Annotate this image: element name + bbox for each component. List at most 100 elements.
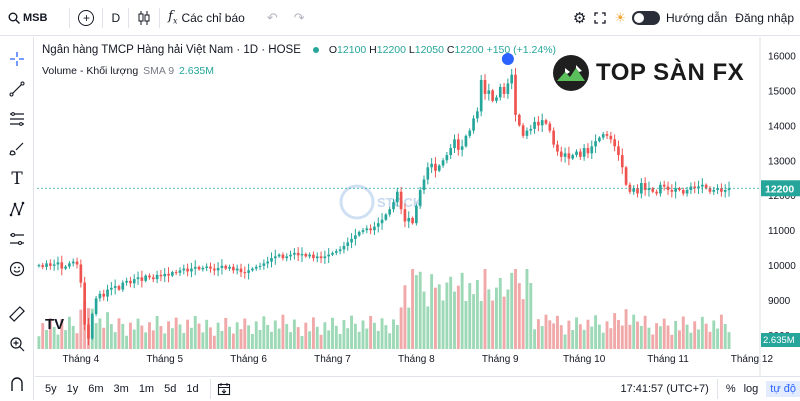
candle-body <box>110 287 113 290</box>
volume-bar <box>155 316 159 349</box>
chart-type-button[interactable] <box>129 0 159 36</box>
volume-bar <box>605 321 609 349</box>
range-3m[interactable]: 3m <box>113 382 129 395</box>
fib-tool[interactable] <box>7 109 27 129</box>
volume-bar <box>289 332 293 349</box>
volume-bar <box>639 325 643 349</box>
candle-body <box>289 254 292 257</box>
range-1d[interactable]: 1d <box>186 382 199 395</box>
volume-bar <box>395 325 399 349</box>
text-tool[interactable]: T <box>7 169 27 189</box>
volume-bar <box>273 320 277 349</box>
volume-bar <box>643 315 647 349</box>
clock-time: 17:41:57 (UTC+7) <box>620 383 709 395</box>
measure-tool[interactable] <box>7 304 27 324</box>
volume-bar <box>365 328 369 349</box>
brush-tool[interactable] <box>7 139 27 159</box>
range-6m[interactable]: 6m <box>88 382 104 395</box>
volume-bar <box>655 323 659 349</box>
candle-body <box>94 298 98 315</box>
indicators-button[interactable]: fx Các chỉ báo <box>160 0 253 36</box>
volume-bar <box>674 321 678 349</box>
volume-bar <box>270 331 273 349</box>
login-link[interactable]: Đăng nhập <box>735 11 794 25</box>
compare-button[interactable]: + <box>70 0 102 36</box>
undo-button[interactable]: ↶ <box>259 0 286 36</box>
candle-body <box>312 254 315 259</box>
candle-body <box>239 268 243 273</box>
y-tick-label: 9000 <box>768 296 791 307</box>
redo-button[interactable]: ↷ <box>286 0 313 36</box>
chart-area[interactable]: 8000900010000110001200013000140001500016… <box>35 37 800 377</box>
range-1m[interactable]: 1m <box>138 382 155 395</box>
prediction-tool[interactable] <box>7 229 27 249</box>
emoji-tool[interactable] <box>7 259 27 279</box>
volume-bar <box>445 282 449 349</box>
candle-body <box>704 184 708 189</box>
volume-bar <box>540 326 544 349</box>
candle-body <box>193 266 197 269</box>
candle-body <box>254 266 258 269</box>
range-5y[interactable]: 5y <box>45 382 57 395</box>
settings-icon[interactable]: ⚙ <box>572 10 587 27</box>
volume-bar <box>361 320 365 349</box>
symbol-search[interactable]: MSB <box>0 0 55 36</box>
candle-body <box>388 209 392 215</box>
volume-bar <box>189 327 193 349</box>
guide-link[interactable]: Hướng dẫn <box>666 11 728 25</box>
candle-body <box>674 188 677 192</box>
trendline-tool[interactable] <box>7 79 27 99</box>
candle-body <box>125 280 128 283</box>
candle-body <box>140 277 144 281</box>
candle-body <box>590 146 594 154</box>
volume-bar <box>323 322 327 349</box>
candle-body <box>41 265 45 267</box>
theme-toggle[interactable] <box>632 11 660 25</box>
zoom-tool[interactable] <box>7 334 27 354</box>
y-tick-label: 14000 <box>768 121 796 132</box>
percent-toggle[interactable]: % <box>725 383 736 395</box>
candle-body <box>132 279 136 284</box>
auto-scale-button[interactable]: tự độ <box>766 381 800 397</box>
symbol-full-name: Ngân hàng TMCP Hàng hải Việt Nam · 1D · … <box>42 44 301 56</box>
candle-body <box>613 139 616 147</box>
range-1y[interactable]: 1y <box>66 382 79 395</box>
candle-body <box>338 249 342 252</box>
calendar-range-icon[interactable] <box>217 382 231 396</box>
fullscreen-icon[interactable] <box>594 12 606 24</box>
volume-bar <box>228 326 231 349</box>
crosshair-icon <box>10 52 24 66</box>
candle-body <box>437 165 441 171</box>
volume-bar <box>697 329 700 349</box>
range-5d[interactable]: 5d <box>164 382 177 395</box>
candle-body <box>632 188 636 192</box>
volume-bar <box>186 319 190 349</box>
magnet-icon <box>11 377 23 391</box>
volume-bar <box>529 282 533 349</box>
volume-bar <box>64 330 68 349</box>
volume-bar <box>37 336 41 349</box>
candle-body <box>697 186 700 189</box>
volume-bar <box>597 324 601 349</box>
magnet-tool[interactable] <box>7 374 27 394</box>
volume-bar <box>277 328 281 349</box>
volume-bar <box>521 299 525 349</box>
x-month-label: Tháng 12 <box>731 354 774 365</box>
volume-bar <box>628 324 632 349</box>
candle-body <box>308 254 311 257</box>
crosshair-tool[interactable] <box>7 49 27 69</box>
interval-button[interactable]: D <box>103 0 128 36</box>
y-tick-label: 11000 <box>768 226 796 237</box>
candle-body <box>186 268 189 272</box>
pattern-tool[interactable] <box>7 199 27 219</box>
candle-body <box>643 183 647 191</box>
volume-bar <box>433 287 437 349</box>
log-toggle[interactable]: log <box>743 383 759 395</box>
volume-bar <box>468 283 472 349</box>
fx-icon: fx <box>168 9 178 26</box>
candle-body <box>460 146 464 150</box>
y-tick-label: 13000 <box>768 156 796 167</box>
volume-bar <box>609 328 613 349</box>
volume-bar <box>407 307 411 349</box>
price-chart[interactable]: 8000900010000110001200013000140001500016… <box>35 37 800 377</box>
